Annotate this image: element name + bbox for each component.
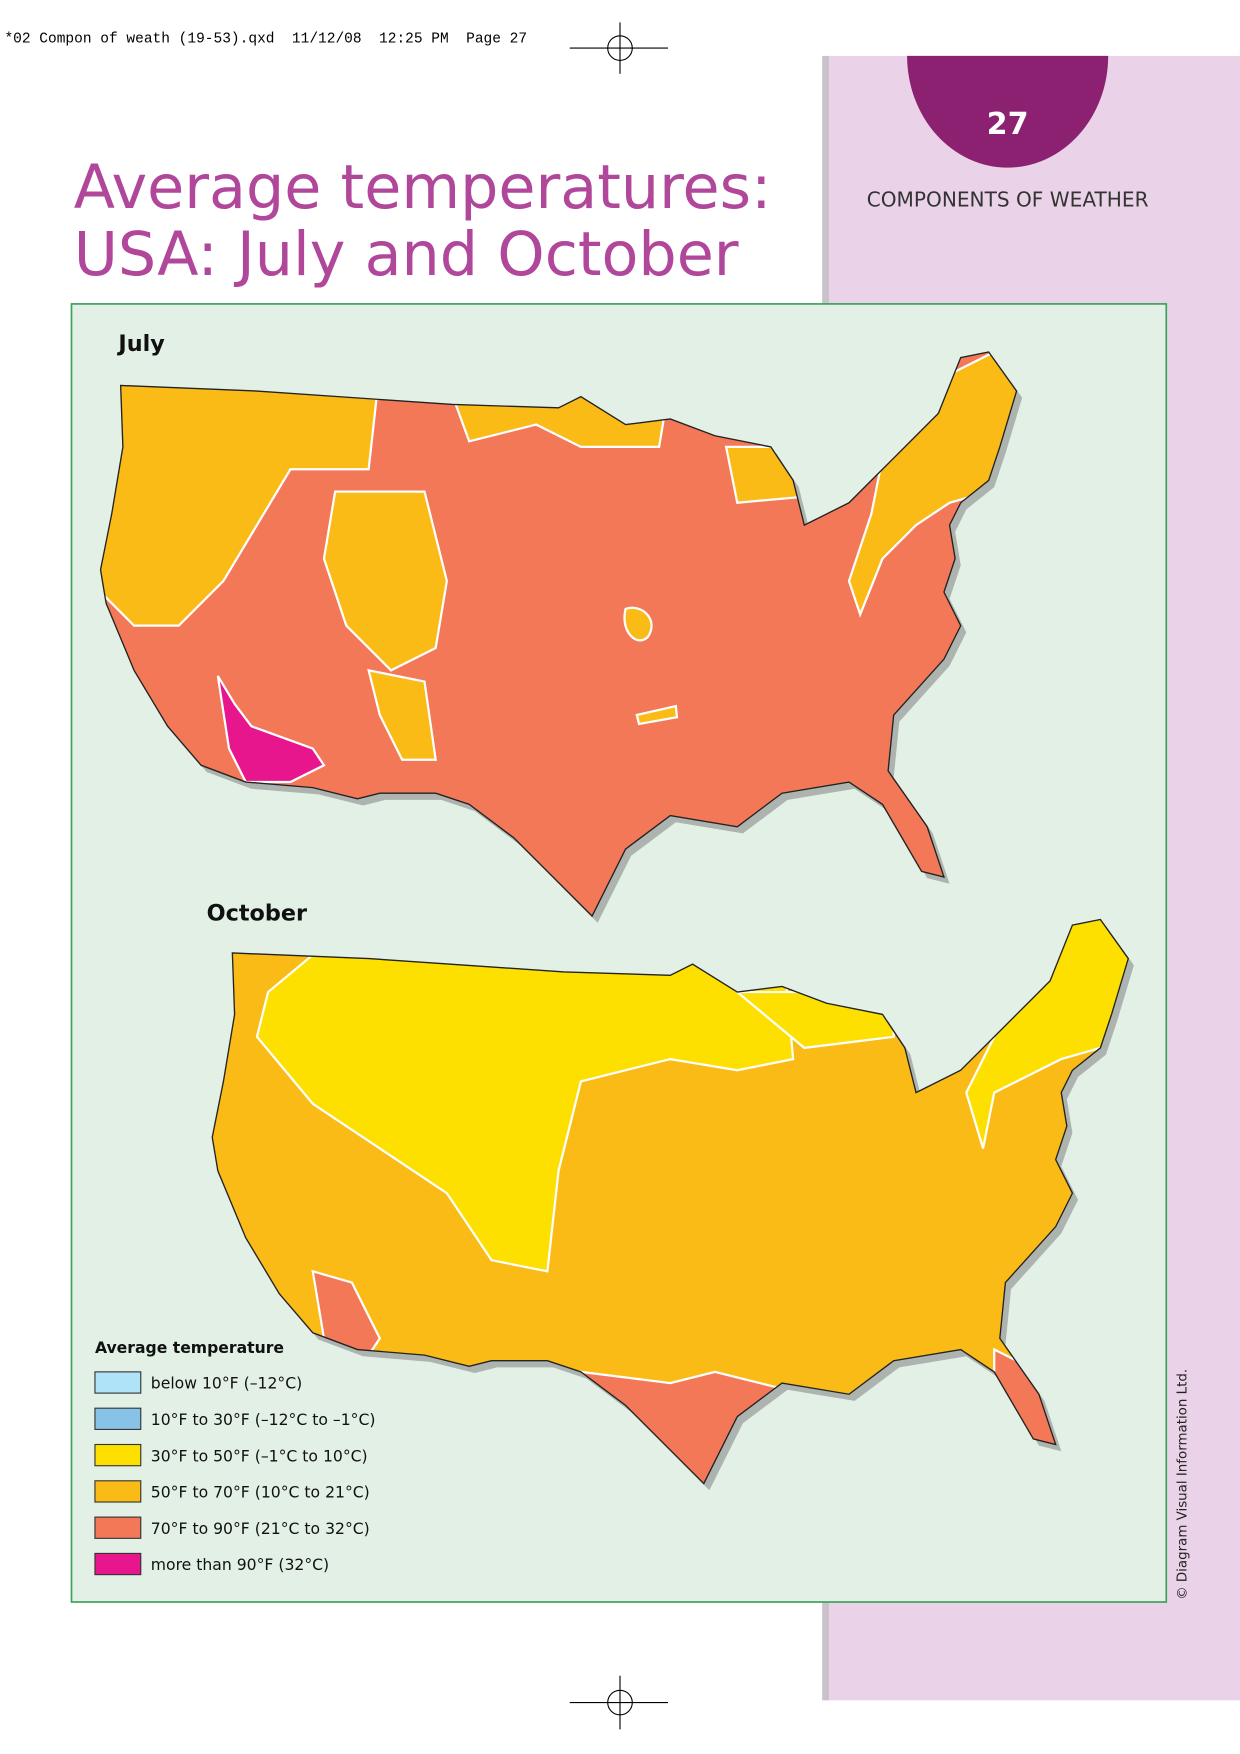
section-title: COMPONENTS OF WEATHER xyxy=(867,188,1149,212)
legend-title: Average temperature xyxy=(95,1338,284,1357)
legend: below 10°F (–12°C) 10°F to 30°F (–12°C to… xyxy=(94,1371,376,1576)
map-label: July xyxy=(116,331,165,357)
title-line: Average temperatures: xyxy=(74,153,772,223)
legend-swatch xyxy=(94,1552,142,1576)
title-line: USA: July and October xyxy=(74,220,739,290)
legend-label: 70°F to 90°F (21°C to 32°C) xyxy=(151,1519,370,1538)
legend-label: below 10°F (–12°C) xyxy=(151,1374,302,1393)
print-line: *02 Compon of weath (19-53).qxd 11/12/08… xyxy=(4,32,527,48)
legend-label: more than 90°F (32°C) xyxy=(151,1555,329,1574)
map-label: October xyxy=(207,901,307,927)
legend-label: 10°F to 30°F (–12°C to –1°C) xyxy=(151,1410,376,1429)
legend-swatch xyxy=(94,1407,142,1430)
legend-swatch xyxy=(94,1480,142,1503)
page-tab xyxy=(907,55,1109,168)
credit: © Diagram Visual Information Ltd. xyxy=(1175,1369,1190,1600)
legend-label: 30°F to 50°F (–1°C to 10°C) xyxy=(151,1446,368,1465)
legend-swatch xyxy=(94,1516,142,1539)
legend-label: 50°F to 70°F (10°C to 21°C) xyxy=(151,1483,370,1502)
page-number: 27 xyxy=(987,107,1029,142)
legend-swatch xyxy=(94,1371,142,1394)
crop-mark xyxy=(569,22,669,1730)
legend-swatch xyxy=(94,1443,142,1467)
